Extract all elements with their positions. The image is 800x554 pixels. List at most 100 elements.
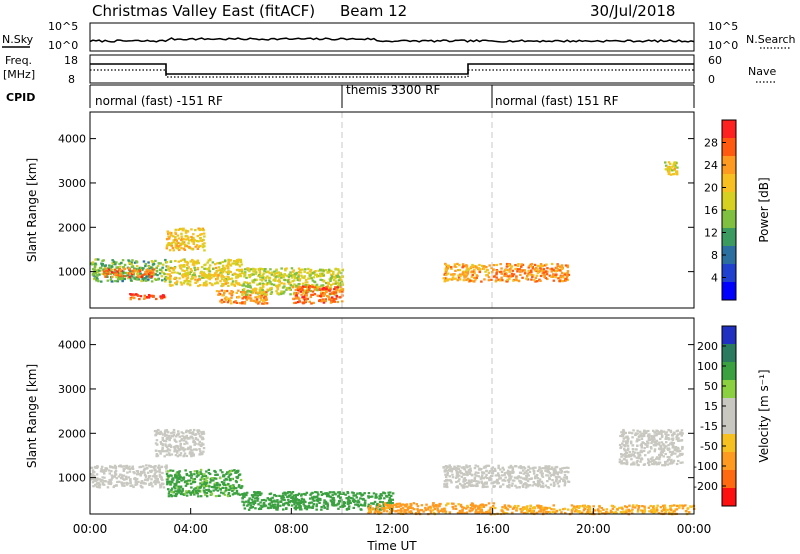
data-cell (324, 300, 327, 303)
data-cell (624, 444, 627, 447)
data-cell (621, 453, 624, 456)
data-cell (217, 290, 221, 293)
data-cell (294, 508, 297, 511)
data-cell (298, 502, 301, 506)
data-cell (637, 436, 641, 439)
data-cell (137, 480, 140, 483)
data-cell (337, 271, 340, 274)
data-cell (518, 486, 521, 489)
data-cell (496, 472, 500, 475)
data-cell (514, 504, 517, 508)
data-cell (181, 274, 184, 277)
data-cell (119, 473, 122, 476)
data-cell (262, 299, 266, 302)
data-cell (333, 291, 336, 294)
data-cell (527, 510, 531, 513)
data-cell (292, 499, 295, 502)
data-cell (168, 269, 171, 272)
data-cell (286, 492, 289, 495)
data-cell (228, 270, 231, 273)
data-cell (294, 296, 298, 299)
data-cell (658, 455, 662, 459)
data-cell (352, 494, 355, 497)
data-cell (479, 506, 483, 509)
data-cell (219, 268, 222, 271)
cpid-bar: CPID normal (fast) -151 RF themis 3300 R… (6, 83, 695, 108)
data-cell (382, 491, 385, 494)
data-cell (622, 428, 625, 432)
data-cell (181, 490, 184, 493)
data-cell (576, 510, 579, 513)
data-cell (514, 264, 517, 267)
data-cell (220, 289, 224, 292)
data-cell (367, 503, 371, 506)
data-cell (492, 268, 495, 271)
data-cell (240, 485, 244, 488)
data-cell (226, 495, 230, 498)
data-cell (455, 470, 459, 473)
data-cell (618, 443, 622, 447)
data-cell (137, 274, 140, 277)
data-cell (456, 472, 459, 475)
data-cell (169, 260, 173, 263)
data-cell (288, 273, 291, 276)
data-cell (302, 285, 305, 288)
data-cell (128, 272, 131, 275)
data-cell (200, 266, 204, 269)
data-cell (552, 474, 556, 477)
data-cell (127, 259, 130, 262)
data-cell (621, 431, 625, 434)
data-cell (552, 481, 556, 484)
data-cell (245, 298, 248, 301)
data-cell (668, 456, 671, 459)
data-cell (520, 263, 523, 266)
data-cell (527, 474, 530, 477)
data-cell (482, 267, 486, 270)
data-cell (123, 484, 126, 487)
data-cell (192, 260, 196, 263)
data-cell (210, 493, 213, 496)
data-cell (459, 503, 463, 506)
data-cell (226, 263, 230, 266)
data-cell (330, 298, 333, 301)
data-cell (468, 482, 471, 485)
data-cell (452, 274, 455, 277)
data-cell (558, 280, 561, 283)
data-cell (379, 494, 382, 497)
data-cell (97, 258, 100, 261)
data-cell (646, 434, 650, 437)
data-cell (550, 508, 553, 511)
data-cell (199, 284, 202, 287)
data-cell (252, 503, 255, 506)
data-cell (471, 266, 475, 269)
data-cell (359, 497, 362, 500)
data-cell (189, 446, 192, 449)
y-tick-label: 2000 (58, 427, 86, 440)
data-cell (222, 492, 225, 495)
data-cell (554, 270, 558, 273)
data-cell (453, 277, 456, 280)
data-cell (538, 478, 542, 481)
data-cell (267, 507, 270, 510)
data-cell (174, 242, 178, 245)
data-cell (655, 439, 659, 442)
data-cell (160, 270, 164, 273)
data-cell (508, 505, 512, 508)
data-cell (176, 446, 179, 449)
data-cell (517, 466, 521, 469)
data-cell (91, 475, 94, 478)
data-cell (114, 263, 117, 266)
data-cell (224, 484, 228, 487)
data-cell (180, 431, 183, 434)
data-cell (509, 268, 512, 271)
data-cell (211, 477, 214, 480)
data-cell (265, 276, 268, 279)
data-cell (451, 473, 454, 476)
data-cell (326, 295, 329, 298)
data-cell (476, 274, 479, 278)
data-cell (227, 471, 231, 474)
data-cell (530, 269, 533, 272)
data-cell (309, 274, 312, 277)
data-cell (303, 504, 306, 507)
data-cell (223, 259, 227, 262)
